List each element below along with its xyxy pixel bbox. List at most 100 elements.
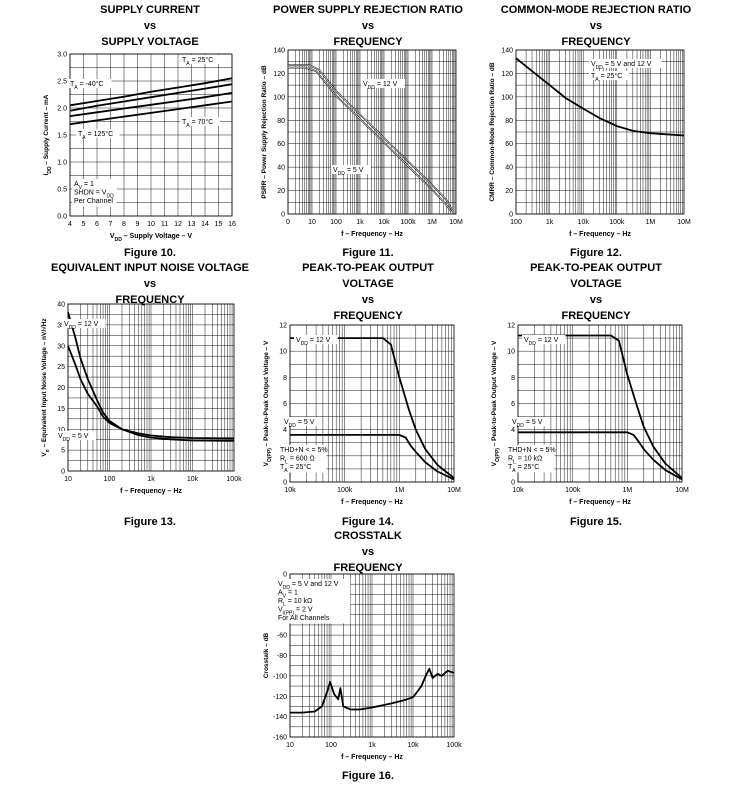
figure-10-title: SUPPLY CURRENT vs SUPPLY VOLTAGE xyxy=(50,2,250,50)
series-line xyxy=(290,337,455,479)
title-line: FREQUENCY xyxy=(333,310,403,322)
x-tick-label: 10k xyxy=(512,487,524,494)
y-tick-label: 30 xyxy=(57,343,65,350)
y-tick-label: 140 xyxy=(501,48,513,55)
y-tick-label: 3.0 xyxy=(57,52,67,59)
x-tick-label: 1M xyxy=(646,219,656,226)
series-annotation: VDD = 5 V xyxy=(333,167,364,177)
x-axis-label: VDD – Supply Voltage – V xyxy=(110,233,193,243)
series-line xyxy=(290,434,455,481)
annotation-bg xyxy=(522,335,566,344)
chart-note: Per Channel xyxy=(74,198,113,205)
title-line: vs xyxy=(361,546,375,558)
figure-11-chart: 0 10 100 1k 10k 100k 1M 10M 0 20 40 60 80 100 120 140 f … xyxy=(261,48,463,239)
y-tick-label: 35 xyxy=(57,322,65,329)
series-line xyxy=(67,345,235,440)
figure-15-panel: PEAK-TO-PEAK OUTPUT VOLTAGE vs FREQUENCY… xyxy=(491,260,696,532)
x-tick-label: 10M xyxy=(677,219,691,226)
x-tick-label: 10 xyxy=(286,742,294,749)
x-tick-label: 100 xyxy=(510,219,522,226)
title-line: vs xyxy=(361,20,375,32)
y-tick-label: -140 xyxy=(273,714,287,721)
chart-note: RL = 600 Ω xyxy=(280,456,315,466)
series-line xyxy=(69,83,233,112)
annotation-bg xyxy=(589,59,662,68)
plot-frame xyxy=(287,49,457,215)
x-axis-label: f – Frequency – Hz xyxy=(341,499,403,506)
x-tick-label: 1M xyxy=(427,219,437,226)
title-line: PEAK-TO-PEAK OUTPUT xyxy=(302,262,434,274)
y-tick-label: 80 xyxy=(505,118,513,125)
y-tick-label: 1.0 xyxy=(57,160,67,167)
plot-frame xyxy=(67,303,235,472)
series-annotation: VDD = 5 V xyxy=(58,433,89,443)
chart-note: THD+N < = 5% xyxy=(280,447,328,454)
annotation-bg xyxy=(331,165,371,174)
series-annotation: VDD = 12 V xyxy=(296,337,331,347)
y-tick-label: 2.0 xyxy=(57,106,67,113)
x-tick-label: 1k xyxy=(356,219,364,226)
grid xyxy=(67,303,234,472)
figure-15-caption: Figure 15. xyxy=(570,516,622,528)
x-tick-label: 14 xyxy=(201,221,209,228)
x-tick-label: 100k xyxy=(337,487,353,494)
series-annotation: VDD = 12 V xyxy=(363,81,398,91)
x-axis-label: f – Frequency – Hz xyxy=(341,231,403,238)
annotation-bg xyxy=(589,71,629,80)
title-line: vs xyxy=(361,294,375,306)
x-axis-label: f – Frequency – Hz xyxy=(120,488,182,495)
series-annotation: VDD = 12 V xyxy=(64,321,99,331)
figure-12-chart: 100 1k 10k 100k 1M 10M 0 20 40 60 80 100 120 140 f – F… xyxy=(489,48,691,239)
chart-note: AV = 1 xyxy=(278,590,298,600)
figure-10-chart: 4 5 6 7 8 9 10 11 12 13 14 15 16 0.0 0.5 1.0 1.5 2.0 2.5 3.… xyxy=(43,52,236,244)
title-line: POWER SUPPLY REJECTION RATIO xyxy=(273,4,463,16)
annotation-bg xyxy=(510,417,550,426)
title-line: vs xyxy=(143,20,157,32)
x-tick-label: 100k xyxy=(609,219,625,226)
x-tick-label: 10k xyxy=(407,742,419,749)
figure-14-title: PEAK-TO-PEAK OUTPUT VOLTAGE vs FREQUENCY xyxy=(268,260,468,324)
x-tick-label: 10M xyxy=(449,219,463,226)
series-line xyxy=(518,334,683,479)
series-annotation: TA = 25°C xyxy=(591,72,622,83)
annotation-bg xyxy=(76,129,120,138)
title-line: FREQUENCY xyxy=(561,310,631,322)
x-tick-label: 100 xyxy=(104,476,116,483)
x-tick-label: 10k xyxy=(578,219,590,226)
series-line xyxy=(69,92,233,117)
chart-note: RL = 10 kΩ xyxy=(508,456,542,466)
y-tick-label: 12 xyxy=(507,323,515,330)
annotation-bg xyxy=(180,117,220,126)
chart-note: VDD = 5 V and 12 V xyxy=(278,581,339,591)
series-line xyxy=(290,667,455,714)
x-axis-label: f – Frequency – Hz xyxy=(569,499,631,506)
y-tick-label: 25 xyxy=(57,364,65,371)
x-axis-label: f – Frequency – Hz xyxy=(569,231,631,238)
figure-16-panel: CROSSTALK vs FREQUENCY 101001k10k100k0-2… xyxy=(263,528,468,790)
figure-15-title: PEAK-TO-PEAK OUTPUT VOLTAGE vs FREQUENCY xyxy=(496,260,696,324)
figure-13-title: EQUIVALENT INPUT NOISE VOLTAGE vs FREQUE… xyxy=(50,260,250,308)
plot-frame xyxy=(517,324,683,483)
y-tick-label: 0.0 xyxy=(57,214,67,221)
x-tick-label: 1M xyxy=(622,487,632,494)
y-tick-label: 40 xyxy=(57,302,65,309)
y-tick-label: 140 xyxy=(273,48,285,55)
chart-note: TA = 25°C xyxy=(280,463,311,474)
y-tick-label: 6 xyxy=(511,401,515,408)
x-tick-label: 12 xyxy=(174,221,182,228)
notes-bg xyxy=(276,579,351,624)
title-line: CROSSTALK xyxy=(334,530,402,542)
x-tick-label: 10 xyxy=(147,221,155,228)
y-tick-label: 120 xyxy=(501,71,513,78)
series-line-inner xyxy=(288,67,452,212)
chart-note: SHDN = VDD xyxy=(74,190,114,200)
title-line: PEAK-TO-PEAK OUTPUT xyxy=(530,262,662,274)
title-line: VOLTAGE xyxy=(570,278,622,290)
x-tick-label: 10k xyxy=(187,476,199,483)
y-tick-label: -100 xyxy=(273,673,287,680)
title-line: SUPPLY CURRENT xyxy=(100,4,200,16)
y-tick-label: 10 xyxy=(279,349,287,356)
y-tick-label: 15 xyxy=(57,406,65,413)
x-tick-label: 10 xyxy=(64,476,72,483)
